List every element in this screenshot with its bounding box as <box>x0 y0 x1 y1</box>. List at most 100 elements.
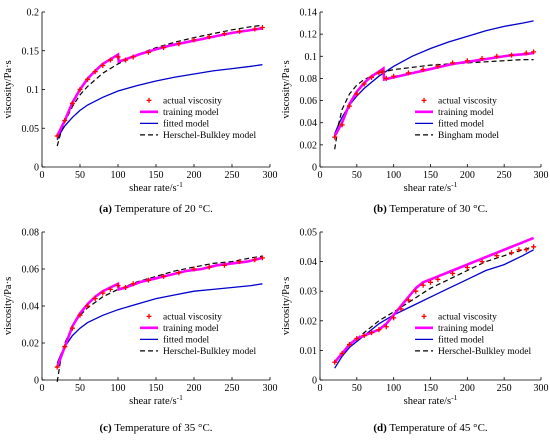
actual-viscosity-point <box>69 100 75 106</box>
legend-label: training model <box>438 324 494 334</box>
actual-viscosity-point <box>77 87 83 92</box>
x-tick-label: 200 <box>460 170 475 181</box>
x-axis-label-text: shear rate/s <box>404 396 452 407</box>
y-tick-label: 0.12 <box>300 30 318 41</box>
actual-viscosity-point <box>107 286 113 292</box>
x-tick-label: 100 <box>111 383 126 394</box>
actual-viscosity-point <box>237 259 243 265</box>
x-tick-label: 300 <box>263 383 278 394</box>
x-tick-label: 50 <box>352 170 362 181</box>
legend-label: actual viscosity <box>438 97 497 107</box>
actual-viscosity-point <box>509 250 515 256</box>
x-tick-label: 150 <box>149 170 164 181</box>
legend-label: training model <box>163 324 219 334</box>
x-tick-label: 300 <box>263 170 278 181</box>
x-tick-label: 100 <box>386 383 401 394</box>
actual-viscosity-point <box>420 67 426 73</box>
actual-viscosity-point <box>464 58 470 64</box>
x-tick-label: 250 <box>225 170 240 181</box>
legend-label: actual viscosity <box>438 313 497 323</box>
actual-viscosity-point <box>252 26 258 32</box>
y-tick-label: 0.05 <box>300 228 318 239</box>
x-axis-label: shear rate/s-1 <box>129 393 183 407</box>
y-tick-label: 0.2 <box>27 8 40 19</box>
actual-viscosity-point <box>130 281 136 287</box>
y-tick-label: 0.04 <box>300 118 318 129</box>
actual-viscosity-point <box>523 50 529 56</box>
x-axis-label-sup: -1 <box>177 393 183 402</box>
actual-viscosity-point <box>494 53 500 59</box>
actual-viscosity-point <box>391 73 397 79</box>
dashed-series-line <box>334 58 534 150</box>
x-tick-label: 0 <box>318 170 323 181</box>
actual-viscosity-point <box>383 75 389 81</box>
actual-viscosity-point <box>92 296 98 302</box>
actual-viscosity-point <box>54 133 60 139</box>
actual-viscosity-point <box>523 247 529 253</box>
actual-viscosity-point <box>361 333 367 339</box>
y-tick-label: 0 <box>34 376 39 387</box>
actual-viscosity-point <box>92 69 98 75</box>
x-tick-label: 200 <box>187 170 202 181</box>
x-tick-label: 100 <box>386 170 401 181</box>
y-tick-label: 0.04 <box>300 257 318 268</box>
x-tick-label: 200 <box>187 383 202 394</box>
actual-viscosity-point <box>405 70 411 76</box>
actual-viscosity-point <box>479 259 485 265</box>
actual-viscosity-point <box>252 257 258 263</box>
legend-marker-actual <box>421 313 427 319</box>
actual-viscosity-point <box>494 253 500 259</box>
actual-viscosity-point <box>450 270 456 276</box>
actual-viscosity-point <box>354 336 360 342</box>
actual-viscosity-point <box>428 279 433 285</box>
actual-viscosity-point <box>435 276 441 282</box>
y-tick-label: 0.1 <box>305 52 318 63</box>
actual-viscosity-point <box>435 63 441 69</box>
panel-caption: (a) Temperature of 20 °C. <box>99 203 213 215</box>
x-axis-label: shear rate/s-1 <box>404 180 458 194</box>
actual-viscosity-point <box>339 350 345 356</box>
actual-viscosity-point <box>509 52 515 58</box>
panel-caption-label: (b) <box>373 203 387 215</box>
actual-viscosity-point <box>176 41 182 47</box>
panel-caption: (d) Temperature of 45 °C. <box>373 422 488 434</box>
y-tick-label: 0.08 <box>300 74 318 85</box>
y-tick-label: 0.02 <box>300 316 318 327</box>
dashed-series-line <box>56 255 263 382</box>
legend-label: Herschel-Bulkley model <box>163 131 256 141</box>
actual-viscosity-point <box>346 103 352 109</box>
actual-viscosity-point <box>69 325 75 331</box>
x-axis-label-text: shear rate/s <box>129 396 177 407</box>
plot-area <box>332 236 537 369</box>
actual-viscosity-point <box>191 266 197 272</box>
actual-viscosity-point <box>100 290 106 296</box>
panel-caption-text: Temperature of 20 °C. <box>115 203 214 215</box>
x-tick-label: 250 <box>497 170 512 181</box>
y-tick-label: 0.08 <box>22 228 40 239</box>
x-tick-label: 200 <box>460 383 475 394</box>
legend-label: fitted model <box>438 335 485 346</box>
actual-viscosity-point <box>221 262 227 268</box>
chart-panel-d: 0 50 100 150 200 250 300 0 0.01 0.02 0.03 0.04 0.05 s… <box>281 228 549 435</box>
legend-label: fitted model <box>438 119 485 130</box>
x-tick-label: 0 <box>40 383 45 394</box>
actual-viscosity-point <box>346 341 352 347</box>
y-tick-label: 0.02 <box>22 339 40 350</box>
x-tick-label: 50 <box>75 170 85 181</box>
y-tick-label: 0.06 <box>22 265 40 276</box>
x-tick-label: 150 <box>149 383 164 394</box>
plot-area <box>54 255 265 382</box>
actual-viscosity-point <box>332 134 338 140</box>
actual-viscosity-point <box>354 91 360 97</box>
x-axis-label-sup: -1 <box>177 180 183 189</box>
panel-caption-label: (c) <box>99 422 112 434</box>
chart-panel-c: 0 50 100 150 200 250 300 0 0.02 0.04 0.06 0.08 shear… <box>3 228 278 435</box>
actual-viscosity-point <box>206 34 212 40</box>
actual-viscosity-point <box>161 273 167 279</box>
actual-viscosity-point <box>115 283 121 289</box>
x-tick-label: 150 <box>423 383 438 394</box>
y-tick-label: 0.04 <box>22 302 40 313</box>
legend-label: actual viscosity <box>163 313 222 323</box>
